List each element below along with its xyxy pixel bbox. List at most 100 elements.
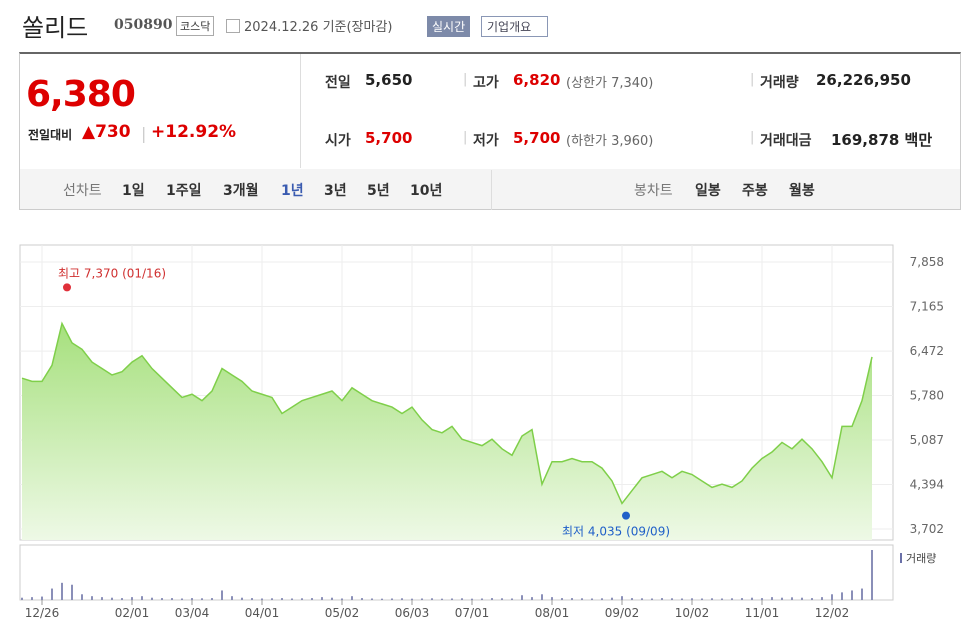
volume-bar	[421, 598, 423, 600]
volume-bar	[871, 550, 873, 600]
cell-extra: (하한가 3,960)	[566, 134, 654, 149]
volume-bar	[141, 596, 143, 600]
volume-bar	[161, 598, 163, 600]
volume-bar	[101, 597, 103, 600]
tab[interactable]: 1주일	[166, 183, 202, 199]
sep: |	[750, 130, 755, 145]
sep: |	[141, 124, 147, 143]
volume-bar	[241, 597, 243, 600]
volume-bar	[681, 598, 683, 600]
tab[interactable]: 10년	[410, 183, 443, 199]
volume-bar	[801, 597, 803, 600]
volume-bar	[341, 598, 343, 600]
cell-label: 거래량	[760, 75, 799, 91]
cell-value: 26,226,950	[816, 71, 911, 89]
cell-label: 전일	[325, 75, 351, 91]
volume-bar	[171, 598, 173, 600]
chart: 3,702 4,394 5,087 5,780 6,472 7,165 7,858 12/26…	[19, 244, 944, 620]
volume-bar	[581, 598, 583, 600]
volume-bar	[211, 598, 213, 600]
volume-bar	[331, 597, 333, 600]
divider	[491, 170, 492, 210]
x-tick-label: 12/02	[815, 606, 850, 620]
low-label: 최저 4,035 (09/09)	[562, 525, 670, 539]
y-tick-label: 6,472	[910, 344, 944, 358]
volume-bar	[71, 584, 73, 600]
y-tick-label: 5,780	[910, 389, 944, 403]
y-tick-label: 3,702	[910, 522, 944, 536]
volume-bar	[361, 598, 363, 600]
change-label: 전일대비	[28, 128, 73, 142]
volume-bar	[221, 590, 223, 600]
sep: |	[750, 72, 755, 87]
volume-bar	[851, 590, 853, 600]
tab[interactable]: 주봉	[742, 183, 768, 199]
x-tick-label: 12/26	[25, 606, 60, 620]
price: 6,380	[26, 74, 136, 115]
volume-bar	[321, 597, 323, 600]
volume-bar	[721, 598, 723, 600]
volume-bar	[91, 596, 93, 600]
volume-bar	[151, 597, 153, 600]
price-line	[21, 321, 873, 505]
volume-bar	[751, 597, 753, 600]
volume-bar	[51, 588, 53, 600]
sep: |	[463, 130, 468, 145]
x-tick-label: 07/01	[455, 606, 490, 620]
volume-bar	[411, 598, 413, 600]
volume-bar	[841, 592, 843, 600]
volume-bar	[641, 598, 643, 600]
quote-box	[19, 52, 961, 171]
tab[interactable]: 1일	[122, 183, 145, 199]
stock-name: 쏠리드	[22, 14, 89, 42]
x-tick-label: 08/01	[535, 606, 570, 620]
volume-bar	[811, 598, 813, 600]
y-tick-label: 7,858	[910, 255, 944, 269]
volume-bar	[621, 596, 623, 600]
volume-bar	[561, 598, 563, 600]
volume-bar	[771, 597, 773, 600]
volume-bar	[121, 598, 123, 600]
price-area	[22, 323, 872, 540]
profile-button[interactable]: 기업개요	[481, 16, 549, 37]
volume-bar	[691, 598, 693, 600]
tab[interactable]: 3개월	[223, 183, 259, 199]
volume-bar	[481, 598, 483, 600]
volume-bar	[61, 582, 63, 600]
volume-bar	[451, 598, 453, 600]
volume-bar	[661, 598, 663, 600]
volume-bar	[741, 598, 743, 600]
tab[interactable]: 1년	[281, 183, 304, 199]
volume-bar	[41, 596, 43, 600]
tab[interactable]: 월봉	[789, 183, 815, 199]
volume-bar	[791, 597, 793, 600]
realtime-button[interactable]: 실시간	[427, 16, 471, 37]
volume-bar	[461, 598, 463, 600]
volume-bar	[261, 598, 263, 600]
volume-bar	[781, 597, 783, 600]
calendar-icon	[226, 19, 240, 33]
volume-bar	[81, 594, 83, 600]
volume-bar	[381, 598, 383, 600]
low-marker	[622, 511, 630, 520]
volume-bar	[191, 598, 193, 600]
volume-bar	[701, 598, 703, 600]
volume-bar	[231, 596, 233, 600]
volume-bar	[711, 598, 713, 600]
tab[interactable]: 일봉	[695, 183, 721, 199]
volume-bar	[511, 598, 513, 600]
tab[interactable]: 3년	[324, 183, 347, 199]
cell-label: 저가	[473, 133, 499, 149]
cell-value: 5,700	[513, 129, 561, 147]
volume-bar	[111, 597, 113, 600]
volume-bar	[31, 597, 33, 600]
tab[interactable]: 5년	[367, 183, 390, 199]
stock-code: 050890	[114, 17, 173, 33]
volume-bar	[631, 598, 633, 600]
volume-bar	[501, 598, 503, 600]
x-tick-label: 05/02	[325, 606, 360, 620]
volume-legend: 거래량	[906, 552, 936, 565]
tab-bar	[19, 169, 961, 210]
volume-bar	[181, 598, 183, 600]
cell-value: 169,878 백만	[831, 131, 933, 149]
